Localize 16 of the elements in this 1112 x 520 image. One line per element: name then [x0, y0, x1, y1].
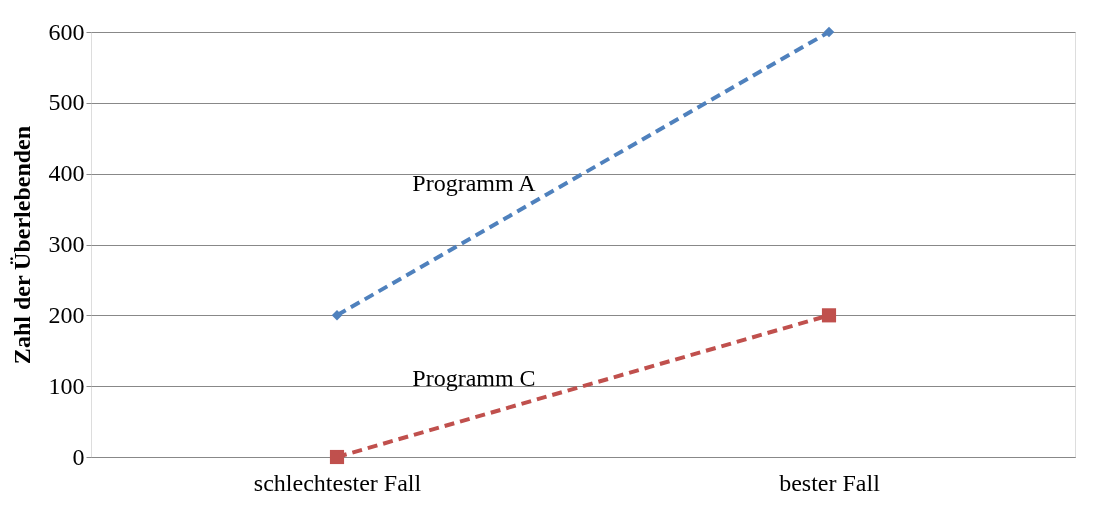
- y-tick-label: 0: [72, 443, 85, 470]
- point: [331, 310, 343, 321]
- series-label: Programm A: [412, 169, 537, 196]
- x-tick-label: bester Fall: [779, 469, 881, 496]
- y-tick-label: 100: [48, 372, 85, 399]
- y-tick-label: 200: [48, 301, 85, 328]
- y-axis-title: Zahl der Überlebenden: [8, 125, 35, 365]
- point: [823, 26, 835, 38]
- y-tick-label: 400: [48, 160, 85, 187]
- y-tick-label: 600: [48, 18, 85, 45]
- y-tick-label: 500: [48, 89, 85, 116]
- y-tick-label: 300: [48, 231, 85, 257]
- point: [329, 449, 345, 465]
- x-tick-label: schlechtester Fall: [253, 469, 422, 496]
- series-label: Programm C: [412, 365, 536, 392]
- point: [821, 308, 837, 323]
